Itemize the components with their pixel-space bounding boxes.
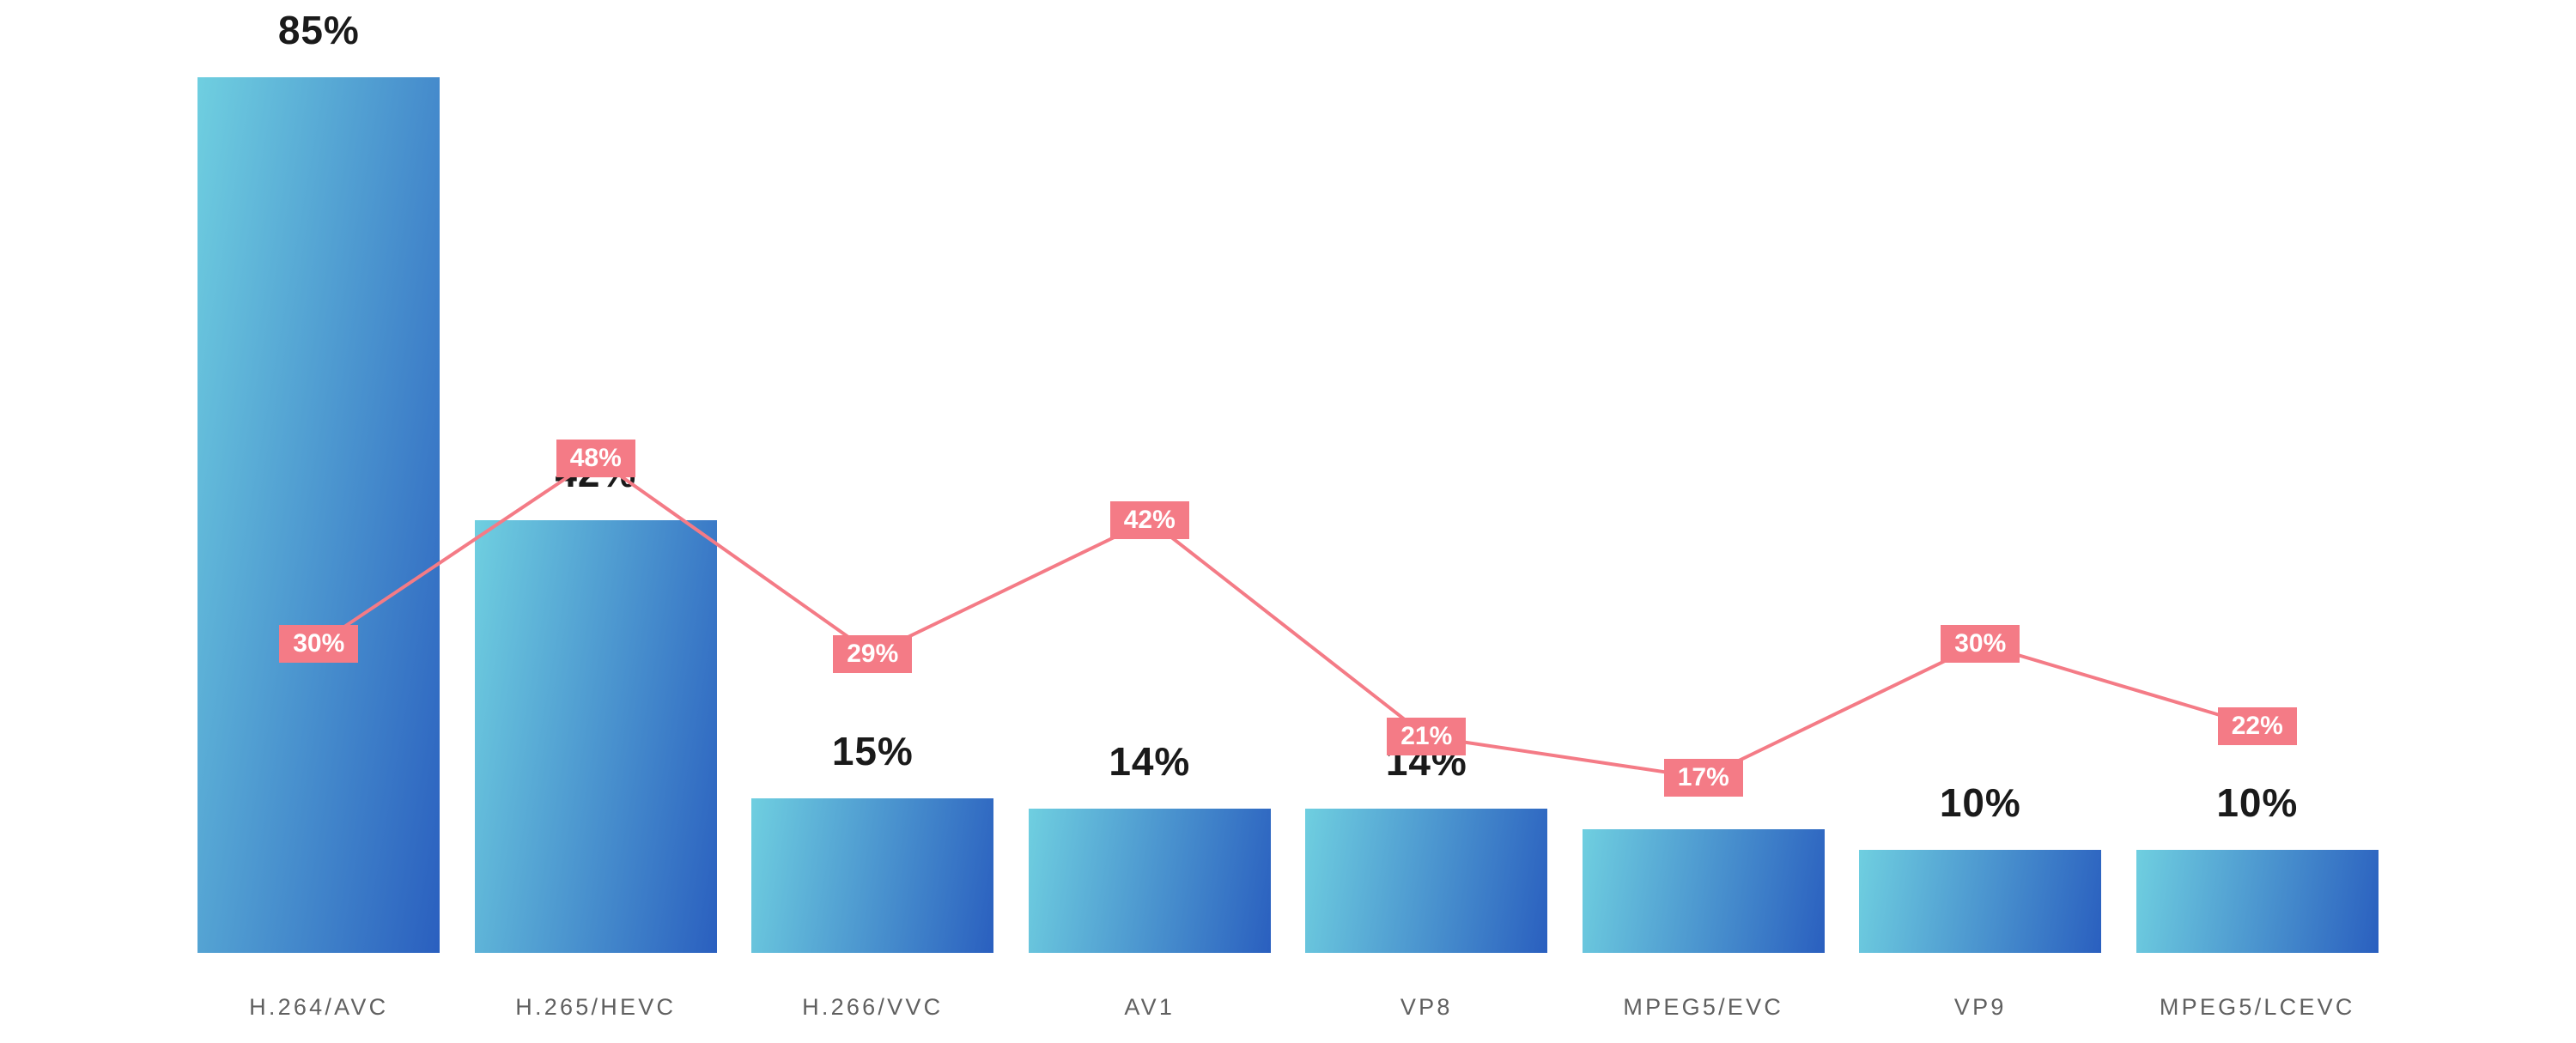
line-value-label: 30% [279, 625, 358, 663]
bar [1859, 850, 2101, 953]
bar [1029, 809, 1271, 953]
bar-value-label: 15% [832, 728, 914, 774]
x-axis-label: H.265/HEVC [515, 994, 676, 1021]
x-axis-label: MPEG5/EVC [1623, 994, 1783, 1021]
line-value-label: 21% [1387, 718, 1466, 755]
x-axis-label: MPEG5/LCEVC [2160, 994, 2355, 1021]
bar [475, 520, 717, 953]
line-value-label: 29% [833, 635, 912, 673]
x-axis-label: VP8 [1400, 994, 1453, 1021]
line-value-label: 22% [2218, 707, 2297, 745]
bar-value-label: 10% [1940, 779, 2021, 826]
line-value-label: 42% [1110, 501, 1189, 539]
line-value-label: 17% [1664, 759, 1743, 797]
bar-value-label: 85% [278, 7, 360, 53]
bar [1583, 829, 1825, 953]
x-axis-label: H.266/VVC [802, 994, 943, 1021]
bar [751, 798, 993, 953]
bar [2136, 850, 2379, 953]
bar [1305, 809, 1547, 953]
bar-value-label: 10% [2216, 779, 2298, 826]
bar-value-label: 14% [1109, 738, 1190, 785]
bar [197, 77, 440, 953]
x-axis-label: H.264/AVC [249, 994, 388, 1021]
line-value-label: 48% [556, 440, 635, 477]
line-value-label: 30% [1941, 625, 2020, 663]
codec-usage-chart: 85% H.264/AVC 42% H.265/HEVC 15% H.266/VVC 14%… [0, 0, 2576, 1043]
x-axis-label: VP9 [1954, 994, 2007, 1021]
x-axis-label: AV1 [1124, 994, 1175, 1021]
